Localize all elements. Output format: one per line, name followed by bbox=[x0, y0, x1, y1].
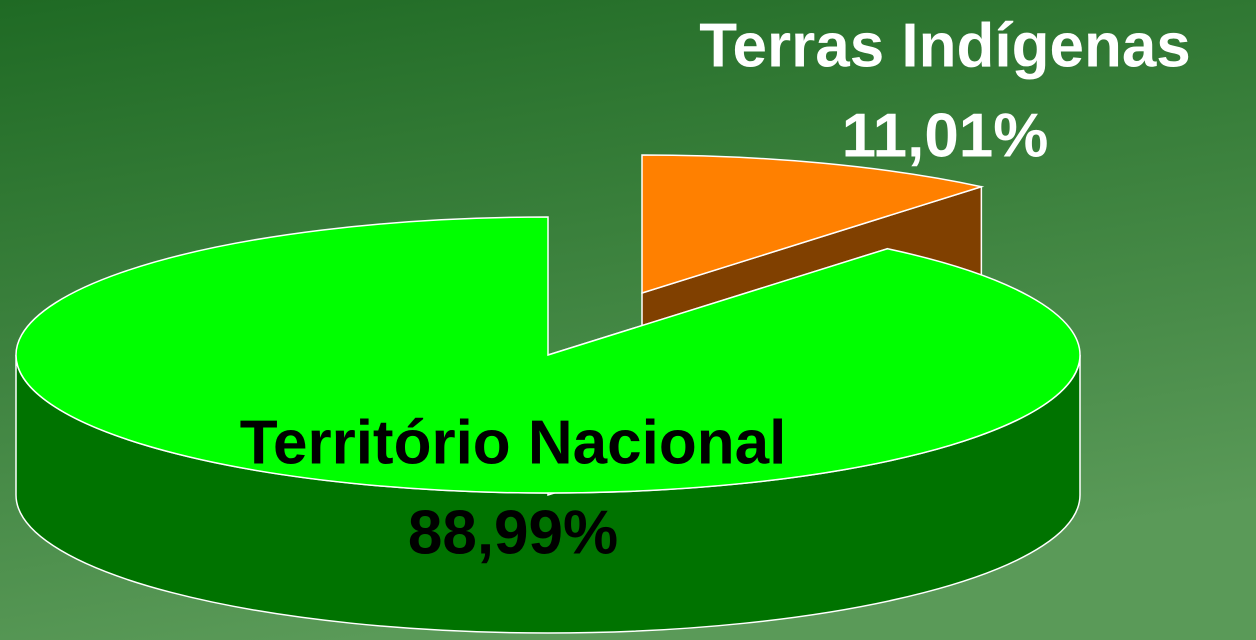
slice-value-label: 11,01% bbox=[842, 101, 1049, 170]
slice-label: Terras Indígenas bbox=[699, 11, 1191, 80]
chart: Território Nacional 88,99% Terras Indíge… bbox=[0, 0, 1256, 640]
slice-value-label: 88,99% bbox=[408, 498, 618, 567]
page: Território Nacional 88,99% Terras Indíge… bbox=[0, 0, 1256, 640]
slice-label: Território Nacional bbox=[240, 408, 787, 477]
